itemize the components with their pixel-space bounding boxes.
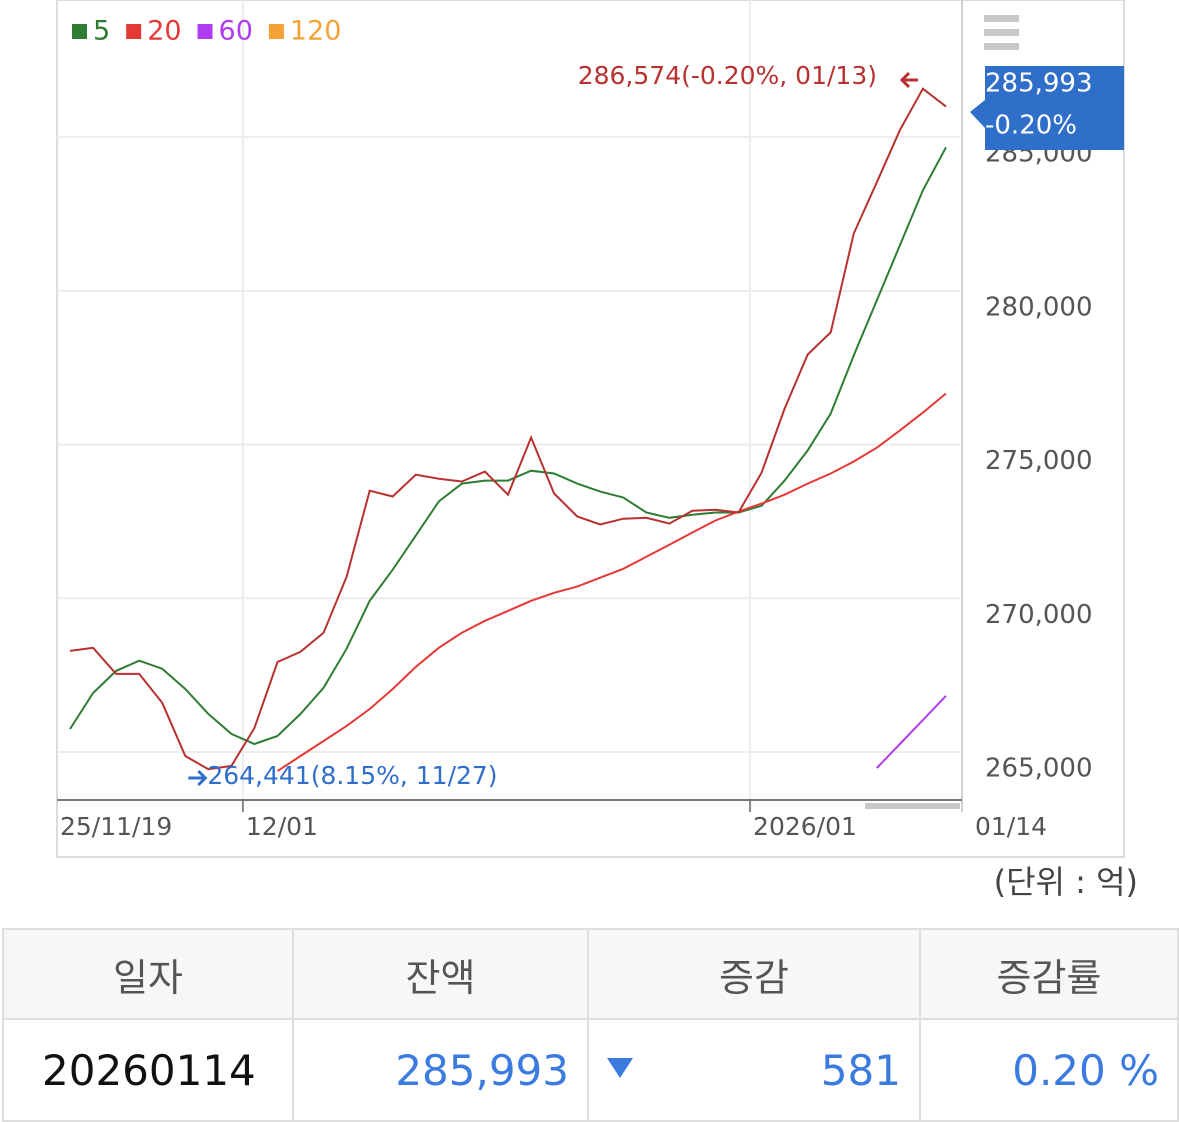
min-annotation: 264,441(8.15%, 11/27) bbox=[207, 761, 497, 790]
min-arrow bbox=[188, 769, 208, 787]
cell: 0.20 % bbox=[919, 1018, 1179, 1122]
max-arrow bbox=[899, 71, 918, 89]
menu-icon[interactable] bbox=[984, 43, 1019, 50]
y-tick-label: 280,000 bbox=[985, 292, 1093, 322]
x-tick-label: 2026/01 bbox=[753, 812, 857, 841]
legend-swatch bbox=[268, 24, 284, 39]
last-value-label: 285,993 bbox=[985, 69, 1093, 99]
y-tick-label: 275,000 bbox=[985, 446, 1093, 476]
cell: 285,993 bbox=[292, 1018, 589, 1122]
y-tick-label: 265,000 bbox=[985, 754, 1093, 784]
x-tick-label: 01/14 bbox=[975, 812, 1047, 841]
ma-line bbox=[876, 695, 947, 769]
column-header: 일자 bbox=[2, 928, 294, 1020]
cell-text: 581 bbox=[820, 1045, 901, 1095]
x-tick-label: 12/01 bbox=[246, 812, 318, 841]
last-value-badge bbox=[970, 66, 1124, 150]
legend-label: 20 bbox=[147, 16, 181, 47]
max-annotation: 286,574(-0.20%, 01/13) bbox=[578, 61, 877, 90]
chart-border bbox=[56, 0, 1125, 858]
legend-swatch bbox=[126, 24, 142, 39]
ma-line bbox=[276, 392, 947, 772]
menu-icon[interactable] bbox=[984, 29, 1019, 36]
legend-label: 5 bbox=[93, 16, 110, 47]
table-header: 일자 잔액 증감 증감률 bbox=[2, 928, 1179, 1020]
column-header: 잔액 bbox=[292, 928, 589, 1020]
cell: 20260114 bbox=[2, 1018, 294, 1122]
data-table: 일자 잔액 증감 증감률 20260114 285,993 581 0.20 % bbox=[2, 928, 1179, 1122]
column-header: 증감률 bbox=[919, 928, 1179, 1020]
table-row: 20260114 285,993 581 0.20 % bbox=[2, 1018, 1179, 1122]
navigator-bar bbox=[865, 803, 960, 809]
y-tick-label: 270,000 bbox=[985, 600, 1093, 630]
legend-swatch bbox=[72, 24, 87, 39]
x-tick-label: 25/11/19 bbox=[60, 812, 172, 841]
unit-note: (단위 : 억) bbox=[994, 863, 1138, 901]
legend-label: 120 bbox=[290, 16, 342, 47]
chart: (단위 : 억) 265,000 270,000 275,000 280,000 285… bbox=[56, 0, 1138, 901]
ma-line bbox=[69, 146, 947, 746]
legend-label: 60 bbox=[219, 16, 253, 47]
down-icon bbox=[607, 1057, 633, 1078]
menu-icon[interactable] bbox=[984, 15, 1019, 22]
price-line bbox=[69, 87, 947, 771]
cell: 581 bbox=[587, 1018, 921, 1122]
last-change-label: -0.20% bbox=[985, 111, 1077, 141]
legend-swatch bbox=[197, 24, 213, 39]
column-header: 증감 bbox=[587, 928, 921, 1020]
